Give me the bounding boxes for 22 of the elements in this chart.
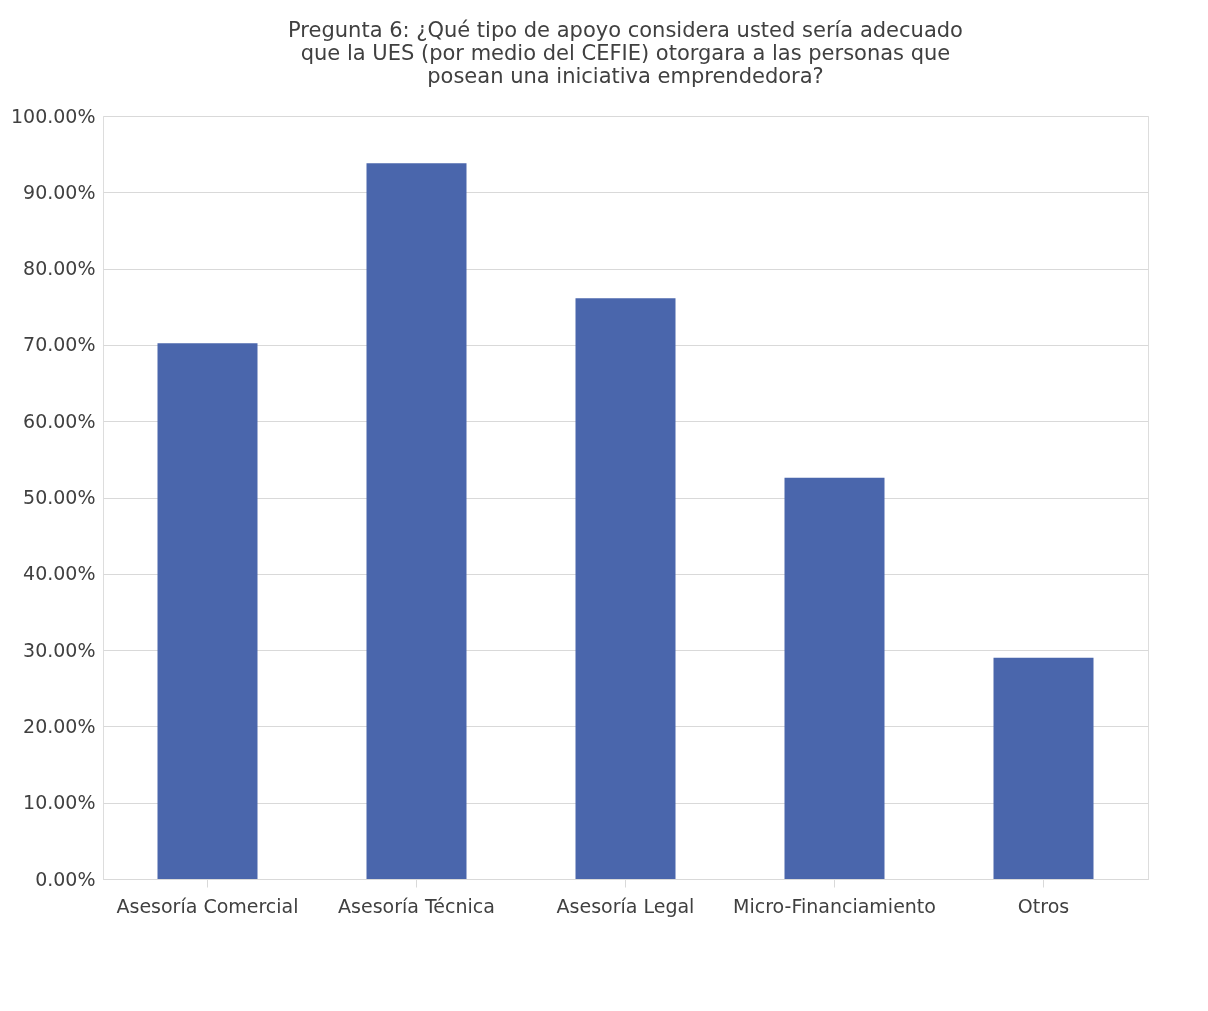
x-tick-label: Asesoría Legal	[556, 894, 695, 917]
y-tick-label: 100.00%	[10, 104, 96, 127]
y-tick-label: 40.00%	[23, 562, 96, 585]
y-tick-label: 0.00%	[35, 867, 96, 890]
x-tick-label: Asesoría Comercial	[116, 894, 299, 917]
bar	[993, 657, 1094, 879]
chart-title: Pregunta 6: ¿Qué tipo de apoyo considera usted sería adecuado que la UES (por medio del CEFIE) otorgara a las personas que posean una iniciativa emprendedora?	[288, 18, 963, 88]
y-tick-label: 20.00%	[23, 714, 96, 737]
x-tick-label: Otros	[1017, 894, 1070, 917]
y-tick-label: 90.00%	[23, 180, 96, 203]
y-tick-label: 80.00%	[23, 257, 96, 280]
y-tick-label: 60.00%	[23, 409, 96, 432]
x-tick-label: Asesoría Técnica	[338, 894, 495, 917]
bar	[157, 343, 258, 879]
y-tick-label: 30.00%	[23, 638, 96, 661]
x-tick-label: Micro-Financiamiento	[733, 894, 936, 917]
y-tick-label: 70.00%	[23, 333, 96, 356]
y-tick-label: 50.00%	[23, 486, 96, 508]
bar	[575, 298, 676, 879]
bar	[366, 163, 467, 879]
bar	[784, 477, 885, 879]
y-tick-label: 10.00%	[23, 791, 96, 814]
